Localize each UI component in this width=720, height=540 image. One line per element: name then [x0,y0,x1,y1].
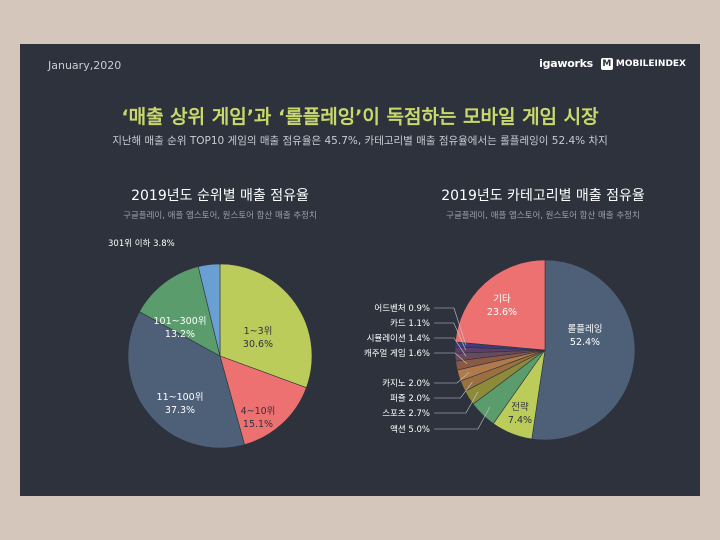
pie0-label-3: 101~300위 [154,315,207,327]
pie1-label-1: 전략 [511,401,529,413]
pie1-slice-10 [455,259,546,351]
pie0-value-1: 15.1% [243,419,273,430]
pie-charts: 1~3위 30.6% 4~10위 15.1% 11~100위 37.3% 101~300위 1… [108,238,636,449]
pie0-label-2: 11~100위 [157,391,204,403]
pie1-label-0: 롤플레잉 [568,323,603,335]
left-chart-note: 구글플레이, 애플 앱스토어, 원스토어 합산 매출 추정치 [123,211,317,221]
pie1-label-8: 카드 1.1% [390,319,430,329]
pie1-label-6: 캐주얼 게임 1.6% [364,348,430,359]
pie0-value-3: 13.2% [165,329,195,340]
pie1-leader-5 [434,372,470,384]
pie0-slice-4 [197,263,221,357]
pie1-value-1: 7.4% [508,415,532,426]
pie1-value-0: 52.4% [570,337,600,348]
pie1-leader-2 [434,406,491,430]
pie0-slice-0 [219,263,313,389]
igaworks-logo: igaworks [539,57,593,70]
pie1-leader-4 [434,381,473,399]
pie0-value-0: 30.6% [243,339,273,350]
pie1-label-7: 시뮬레이션 1.4% [367,333,430,344]
pie1-leader-9 [434,307,467,346]
pie1-leader-8 [434,322,467,351]
pie1-leader-3 [434,391,479,414]
infographic-slide: January,2020 igaworks M MOBILEINDEX ‘매출 … [20,44,700,496]
pie1-label-2: 액션 5.0% [390,424,430,435]
right-chart-note: 구글플레이, 애플 앱스토어, 원스토어 합산 매출 추정치 [446,211,640,221]
pie0-slice-3 [138,266,221,357]
pie1-label-5: 카지노 2.0% [382,379,430,389]
pie0-slice-2 [127,311,245,449]
date-label: January,2020 [48,59,122,72]
right-chart-title: 2019년도 카테고리별 매출 점유율 [441,188,645,204]
pie1-label-3: 스포츠 2.7% [382,409,430,419]
left-chart-title: 2019년도 순위별 매출 점유율 [131,188,309,204]
page-title: ‘매출 상위 게임’과 ‘롤플레잉’이 독점하는 모바일 게임 시장 [121,106,599,128]
pie1-label-4: 퍼즐 2.0% [390,394,430,404]
mobileindex-logo: M MOBILEINDEX [600,57,686,70]
pie1-leader-6 [434,352,468,364]
mobileindex-text: MOBILEINDEX [615,58,686,69]
pie1-slice-0 [531,259,636,441]
pie1-label-9: 어드벤처 0.9% [374,303,430,314]
pie0-slice-1 [219,355,307,446]
brand-area: igaworks M MOBILEINDEX [539,57,686,70]
pie0-value-2: 37.3% [165,405,195,416]
pie1-label-10: 기타 [493,294,511,305]
pie0-label-4: 301위 이하 3.8% [108,238,175,249]
pie0-label-0: 1~3위 [244,325,273,337]
pie0-label-1: 4~10위 [241,405,276,417]
mobileindex-icon: M [600,57,613,70]
pie1-value-10: 23.6% [487,307,517,318]
pie1-leader-7 [434,337,467,357]
page-subtitle: 지난해 매출 순위 TOP10 게임의 매출 점유율은 45.7%, 카테고리별… [112,135,608,147]
